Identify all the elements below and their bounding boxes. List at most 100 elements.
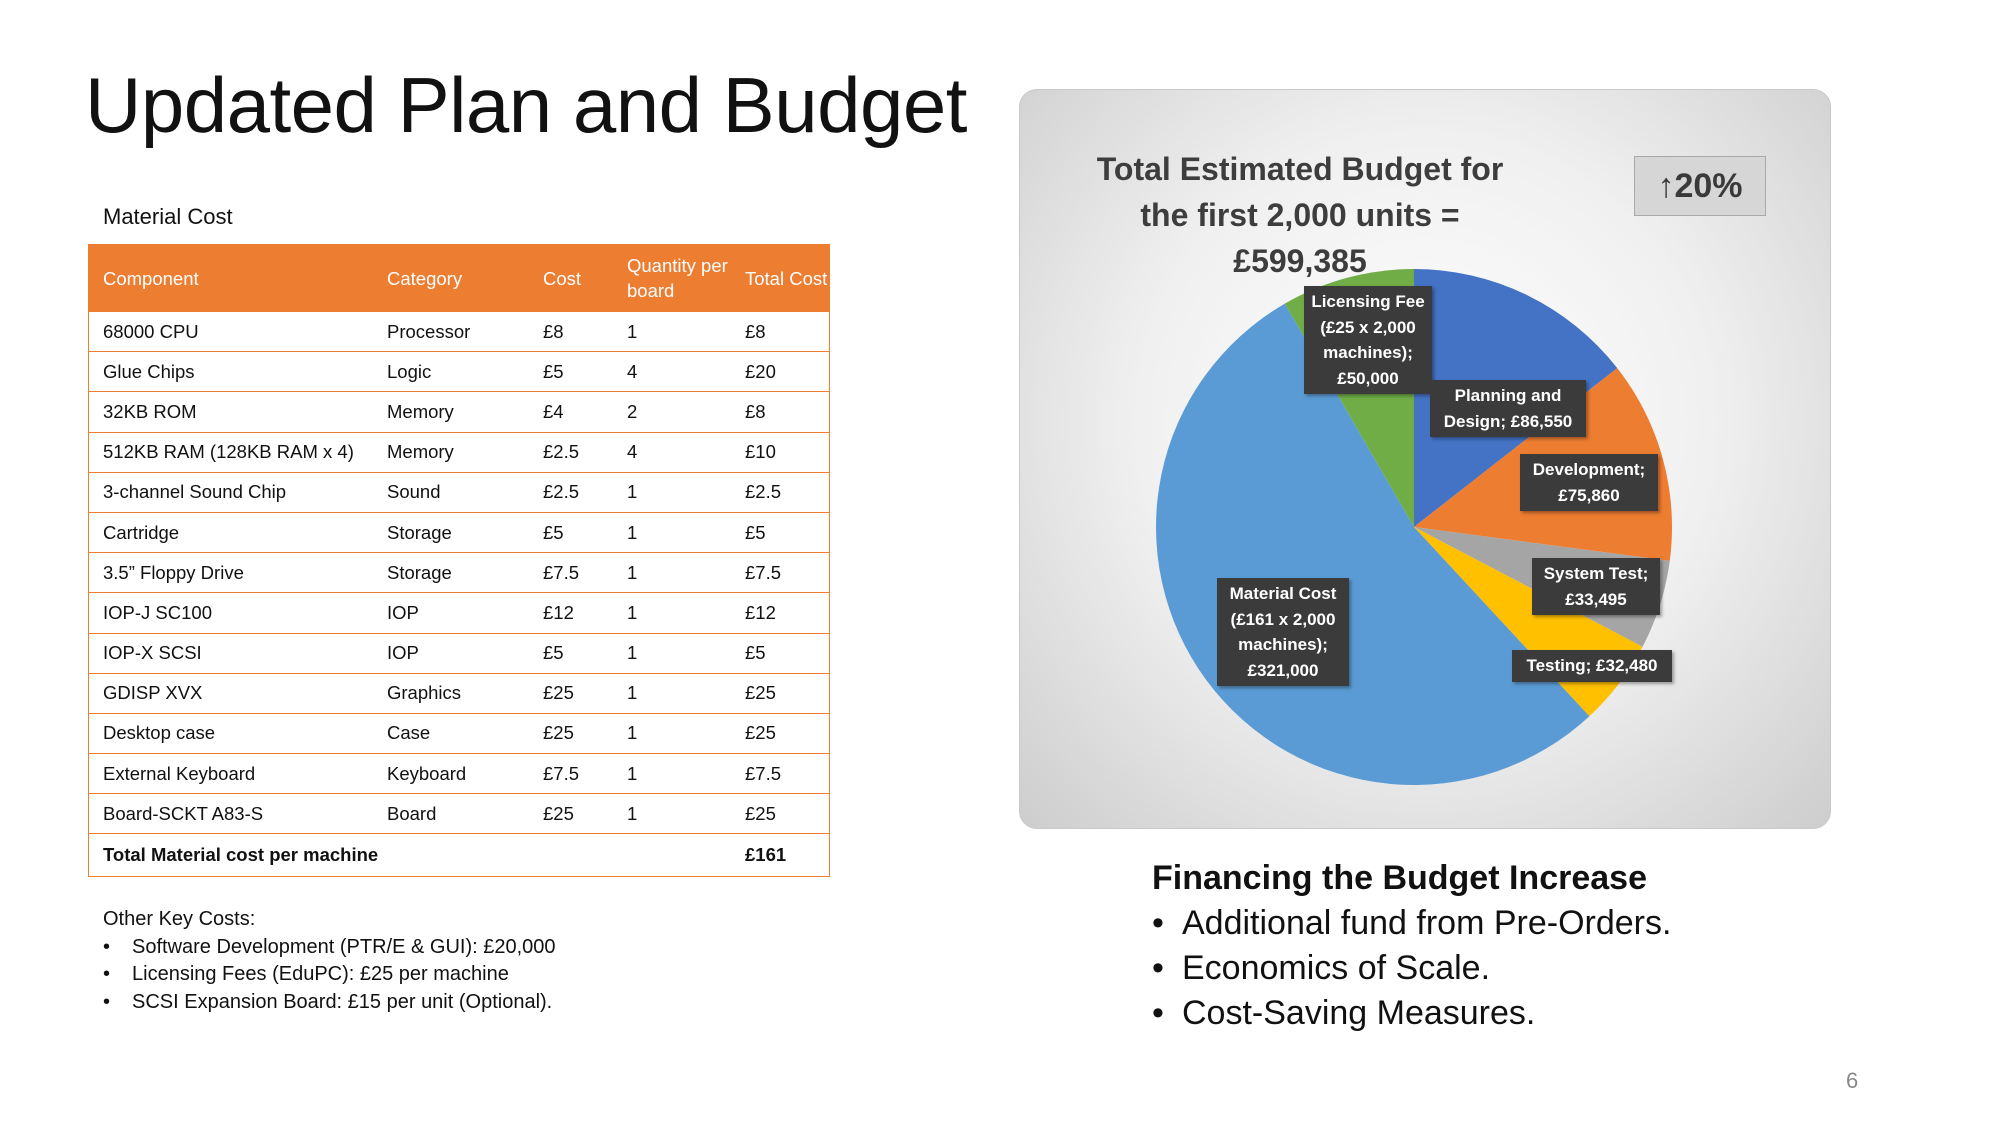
table-cell: £8 [529, 310, 613, 352]
column-header-component: Component [88, 244, 373, 312]
table-body: 68000 CPU Processor £8 1 £8 Glue Chips Logic £5… [88, 310, 830, 877]
slice-label-material-cost: Material Cost (£161 x 2,000 machines); £… [1217, 578, 1349, 686]
financing-list: Additional fund from Pre-Orders. Economi… [1152, 901, 1671, 1036]
table-cell: IOP [373, 632, 529, 674]
table-cell: £20 [731, 351, 830, 392]
table-cell: £7.5 [529, 753, 613, 794]
table-cell: £5 [529, 351, 613, 392]
table-cell: £25 [529, 712, 613, 754]
table-row: GDISP XVX Graphics £25 1 £25 [88, 672, 830, 714]
financing-heading: Financing the Budget Increase [1152, 859, 1647, 897]
table-cell: £2.5 [731, 471, 830, 513]
table-cell: £7.5 [529, 552, 613, 593]
list-item: Economics of Scale. [1152, 946, 1671, 991]
page-number: 6 [1846, 1068, 1859, 1093]
table-cell: IOP-J SC100 [88, 592, 373, 633]
table-cell: £5 [731, 511, 830, 553]
table-cell: £8 [731, 391, 830, 433]
table-total-row: Total Material cost per machine £161 [88, 833, 830, 877]
total-value: £161 [731, 833, 830, 877]
list-item: Cost-Saving Measures. [1152, 991, 1671, 1036]
table-row: Board-SCKT A83-S Board £25 1 £25 [88, 793, 830, 834]
table-header-row: Component Category Cost Quantity per boa… [88, 244, 830, 312]
label-line: Design; £86,550 [1443, 411, 1573, 431]
other-costs-list: Software Development (PTR/E & GUI): £20,… [103, 934, 556, 1017]
table-cell: Storage [373, 511, 529, 553]
table-row: IOP-X SCSI IOP £5 1 £5 [88, 632, 830, 674]
table-cell: £7.5 [731, 552, 830, 593]
table-cell: Logic [373, 351, 529, 392]
table-cell: 512KB RAM (128KB RAM x 4) [88, 431, 373, 473]
label-line: machines); [1238, 635, 1328, 654]
table-cell: 2 [613, 391, 731, 433]
table-cell: £4 [529, 391, 613, 433]
table-cell: 3-channel Sound Chip [88, 471, 373, 513]
column-header-cost: Cost [529, 244, 613, 312]
table-cell: IOP-X SCSI [88, 632, 373, 674]
table-cell: 4 [613, 431, 731, 473]
total-label: Total Material cost per machine [88, 833, 731, 877]
label-line: £321,000 [1247, 660, 1319, 680]
table-cell: £7.5 [731, 753, 830, 794]
label-line: Planning and [1454, 386, 1562, 405]
table-row: Desktop case Case £25 1 £25 [88, 712, 830, 754]
list-item: Additional fund from Pre-Orders. [1152, 901, 1671, 946]
table-row: 68000 CPU Processor £8 1 £8 [88, 310, 830, 352]
table-cell: Cartridge [88, 511, 373, 553]
list-item: SCSI Expansion Board: £15 per unit (Opti… [103, 989, 556, 1017]
label-line: Development; [1532, 460, 1646, 479]
table-cell: £25 [529, 793, 613, 834]
other-costs-heading: Other Key Costs: [103, 908, 256, 930]
chart-title-line: the first 2,000 units = £599,385 [1140, 197, 1460, 279]
slice-label-system-test: System Test; £33,495 [1532, 558, 1660, 615]
table-cell: £25 [731, 793, 830, 834]
table-cell: £10 [731, 431, 830, 473]
increase-percent: 20% [1674, 167, 1743, 205]
table-cell: £12 [529, 592, 613, 633]
table-cell: Memory [373, 431, 529, 473]
table-cell: Board-SCKT A83-S [88, 793, 373, 834]
table-cell: £25 [529, 672, 613, 714]
chart-title: Total Estimated Budget for the first 2,0… [1090, 146, 1510, 284]
label-line: £50,000 [1337, 368, 1399, 388]
table-cell: £8 [731, 310, 830, 352]
table-cell: £12 [731, 592, 830, 633]
slice-label-planning-design: Planning and Design; £86,550 [1430, 380, 1586, 437]
label-line: (£161 x 2,000 [1230, 609, 1336, 629]
table-cell: 4 [613, 351, 731, 392]
column-header-total-cost: Total Cost [731, 244, 830, 312]
slice-label-development: Development; £75,860 [1520, 454, 1658, 511]
table-cell: £5 [529, 632, 613, 674]
table-cell: 68000 CPU [88, 310, 373, 352]
label-line: System Test; [1543, 564, 1649, 583]
table-cell: 1 [613, 310, 731, 352]
label-line: machines); [1323, 343, 1413, 362]
label-line: Material Cost [1229, 584, 1337, 603]
slice-label-licensing-fee: Licensing Fee (£25 x 2,000 machines); £5… [1304, 286, 1432, 394]
table-cell: Processor [373, 310, 529, 352]
label-line: £75,860 [1558, 485, 1620, 505]
table-cell: Sound [373, 471, 529, 513]
table-cell: Keyboard [373, 753, 529, 794]
slice-label-testing: Testing; £32,480 [1512, 650, 1672, 682]
table-cell: £2.5 [529, 431, 613, 473]
slide-title: Updated Plan and Budget [85, 61, 967, 149]
table-cell: Memory [373, 391, 529, 433]
table-cell: 1 [613, 592, 731, 633]
label-line: £33,495 [1565, 589, 1627, 609]
financing-section: Financing the Budget Increase Additional… [1152, 856, 1671, 1036]
label-line: Testing; £32,480 [1526, 656, 1658, 675]
table-row: 3.5” Floppy Drive Storage £7.5 1 £7.5 [88, 552, 830, 593]
table-cell: 1 [613, 712, 731, 754]
label-line: Licensing Fee [1311, 292, 1425, 311]
table-cell: 1 [613, 672, 731, 714]
table-cell: Storage [373, 552, 529, 593]
label-line: (£25 x 2,000 [1320, 317, 1416, 337]
table-row: Glue Chips Logic £5 4 £20 [88, 351, 830, 392]
column-header-quantity: Quantity per board [613, 244, 731, 312]
table-row: 32KB ROM Memory £4 2 £8 [88, 391, 830, 433]
table-cell: 1 [613, 471, 731, 513]
table-cell: GDISP XVX [88, 672, 373, 714]
column-header-category: Category [373, 244, 529, 312]
increase-badge: ↑20% [1634, 156, 1766, 216]
